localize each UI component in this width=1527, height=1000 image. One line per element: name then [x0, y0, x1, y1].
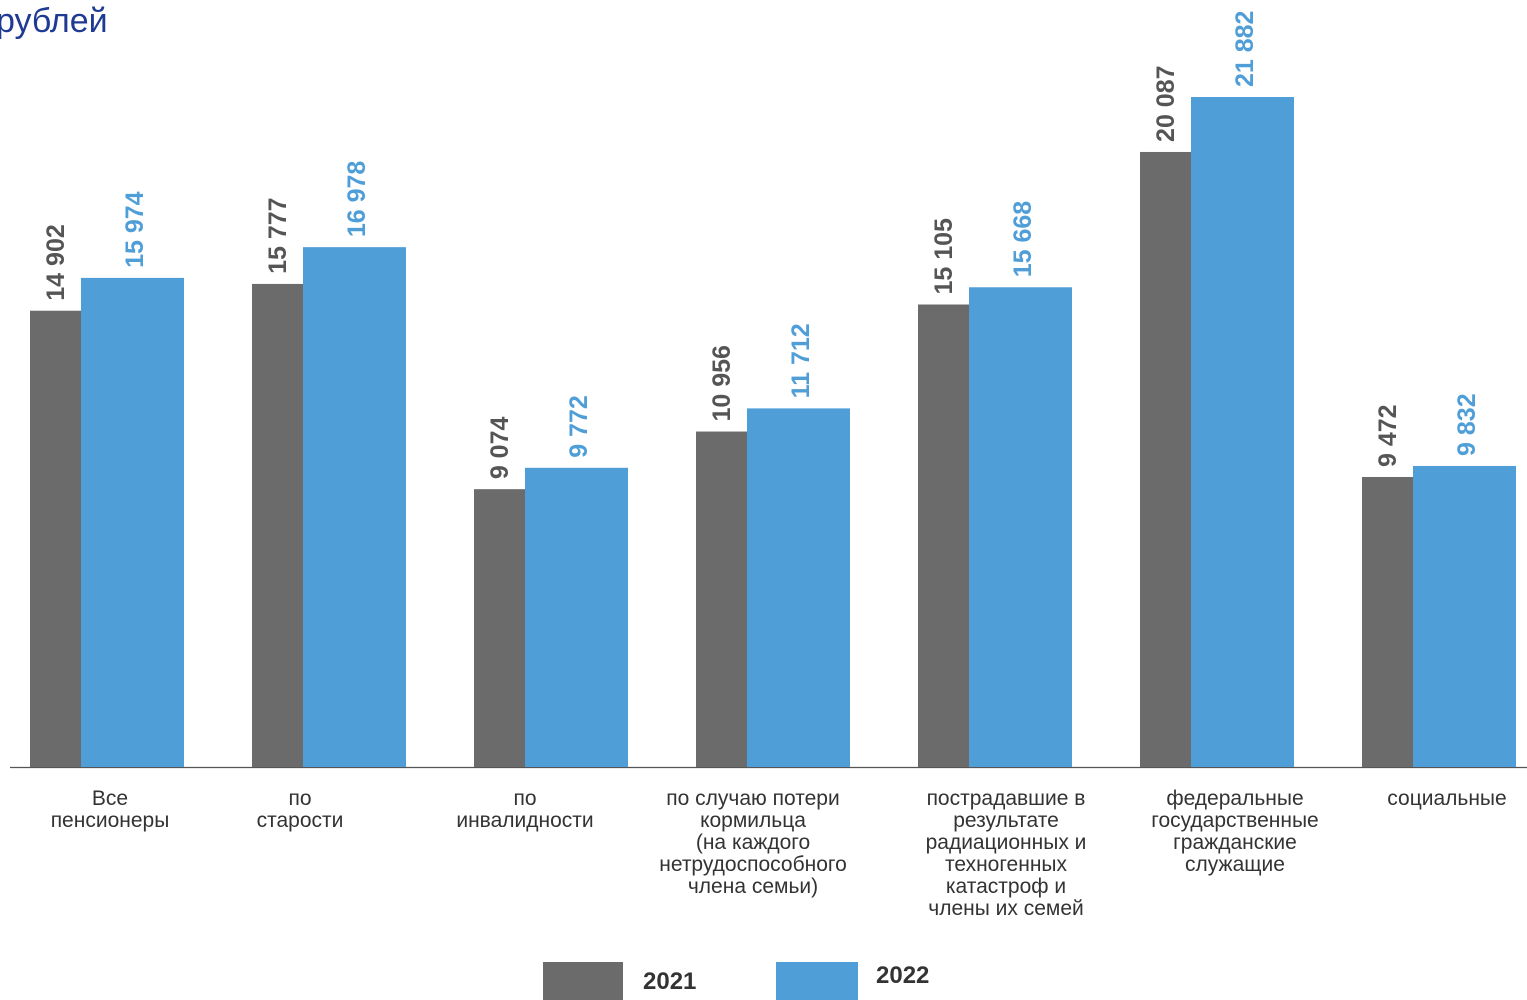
category-label-0: Все пенсионеры	[50, 787, 170, 832]
value-label-2022-3: 11 712	[787, 323, 815, 398]
bar-2021-3	[696, 431, 747, 767]
bar-2021-5	[1140, 151, 1191, 767]
bar-2021-6	[1362, 476, 1413, 767]
legend-label-2021: 2021	[643, 968, 697, 995]
value-label-2022-0: 15 974	[121, 191, 149, 268]
category-label-5: федеральные государственные гражданские …	[1151, 787, 1319, 876]
value-label-2022-2: 9 772	[565, 395, 593, 458]
bar-2022-0	[81, 277, 184, 767]
value-label-2021-2: 9 074	[486, 417, 514, 480]
bar-2021-1	[252, 283, 303, 767]
value-label-2022-6: 9 832	[1453, 393, 1481, 456]
bar-2022-5	[1191, 97, 1294, 767]
bar-2022-1	[303, 247, 406, 767]
category-label-2: по инвалидности	[456, 787, 594, 832]
category-label-1: по старости	[256, 787, 344, 832]
bar-2021-2	[474, 489, 525, 767]
value-label-2021-4: 15 105	[930, 218, 958, 295]
legend-label-2022: 2022	[876, 962, 930, 989]
legend-swatch-2022	[776, 962, 858, 1000]
value-label-2021-6: 9 472	[1374, 404, 1402, 467]
value-label-2021-0: 14 902	[42, 224, 70, 300]
value-label-2022-5: 21 882	[1231, 11, 1259, 87]
category-label-4: пострадавшие в результате радиационных и…	[925, 787, 1087, 920]
value-label-2021-3: 10 956	[708, 345, 736, 421]
bar-2021-0	[30, 310, 81, 767]
bar-2021-4	[918, 304, 969, 767]
bar-2022-3	[747, 408, 850, 767]
bar-2022-2	[525, 467, 628, 767]
bar-2022-4	[969, 287, 1072, 767]
legend-swatch-2021	[543, 962, 623, 1000]
category-label-3: по случаю потери кормильца (на каждого н…	[659, 787, 847, 898]
value-label-2022-4: 15 668	[1009, 201, 1037, 278]
bar-2022-6	[1413, 465, 1516, 767]
chart-title: рублей	[0, 2, 108, 40]
value-label-2021-1: 15 777	[264, 197, 292, 273]
value-label-2021-5: 20 087	[1152, 65, 1180, 141]
value-label-2022-1: 16 978	[343, 161, 371, 238]
category-label-6: социальные	[1387, 787, 1507, 810]
